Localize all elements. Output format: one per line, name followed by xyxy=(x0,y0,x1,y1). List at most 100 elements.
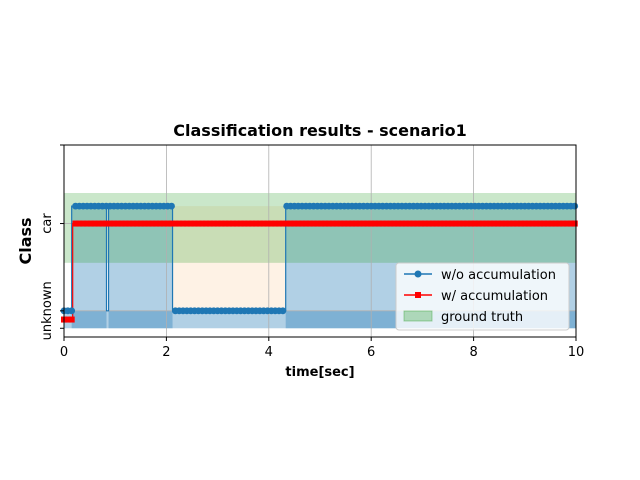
point-w-accumulation xyxy=(383,220,390,227)
point-w-accumulation xyxy=(91,220,98,227)
point-w-accumulation xyxy=(130,220,137,227)
point-w-accumulation xyxy=(310,220,317,227)
point-w-accumulation xyxy=(471,220,478,227)
x-tick-label: 8 xyxy=(469,345,477,360)
chart-title: Classification results - scenario1 xyxy=(173,121,466,140)
point-w-accumulation xyxy=(276,220,283,227)
point-w-accumulation xyxy=(498,220,505,227)
point-w-accumulation xyxy=(295,220,302,227)
legend-label-w-accumulation: w/ accumulation xyxy=(441,289,548,304)
point-w-accumulation xyxy=(206,220,213,227)
point-w-accumulation xyxy=(433,220,440,227)
point-w-accumulation xyxy=(76,220,83,227)
x-axis-label: time[sec] xyxy=(285,365,354,380)
point-w-accumulation xyxy=(510,220,517,227)
point-w-accumulation xyxy=(391,220,398,227)
point-w-accumulation xyxy=(425,220,432,227)
point-w-accumulation xyxy=(233,220,240,227)
point-w-accumulation xyxy=(460,220,467,227)
point-w-accumulation xyxy=(529,220,536,227)
point-w-accumulation xyxy=(229,220,236,227)
point-wo-accumulation xyxy=(279,307,287,315)
point-wo-accumulation xyxy=(68,307,76,315)
point-w-accumulation xyxy=(502,220,509,227)
point-w-accumulation xyxy=(145,220,152,227)
x-tick-label: 6 xyxy=(367,345,375,360)
point-w-accumulation xyxy=(187,220,194,227)
x-tick-label: 4 xyxy=(265,345,273,360)
point-w-accumulation xyxy=(87,220,94,227)
point-w-accumulation xyxy=(356,220,363,227)
point-w-accumulation xyxy=(329,220,336,227)
point-w-accumulation xyxy=(122,220,129,227)
point-w-accumulation xyxy=(64,316,71,323)
point-w-accumulation xyxy=(72,220,79,227)
point-w-accumulation xyxy=(157,220,163,227)
point-w-accumulation xyxy=(268,220,275,227)
point-w-accumulation xyxy=(414,220,421,227)
point-w-accumulation xyxy=(291,220,298,227)
point-w-accumulation xyxy=(544,220,551,227)
point-w-accumulation xyxy=(68,316,75,323)
point-w-accumulation xyxy=(360,220,367,227)
point-w-accumulation xyxy=(306,220,313,227)
point-w-accumulation xyxy=(494,220,501,227)
point-w-accumulation xyxy=(218,220,225,227)
point-w-accumulation xyxy=(375,220,382,227)
point-w-accumulation xyxy=(421,220,428,227)
point-w-accumulation xyxy=(141,220,148,227)
point-w-accumulation xyxy=(260,220,267,227)
point-w-accumulation xyxy=(452,220,459,227)
series-line-wo-accumulation xyxy=(64,205,576,312)
point-w-accumulation xyxy=(314,220,321,227)
point-wo-accumulation xyxy=(571,202,579,210)
point-w-accumulation xyxy=(245,220,252,227)
legend-box xyxy=(395,262,570,331)
point-w-accumulation xyxy=(241,220,248,227)
point-w-accumulation xyxy=(226,220,233,227)
point-w-accumulation xyxy=(395,220,402,227)
point-w-accumulation xyxy=(402,220,409,227)
point-w-accumulation xyxy=(107,220,114,227)
point-w-accumulation xyxy=(237,220,244,227)
point-w-accumulation xyxy=(506,220,513,227)
x-tick-label: 10 xyxy=(568,345,585,360)
point-w-accumulation xyxy=(164,220,171,227)
legend-label-wo-accumulation: w/o accumulation xyxy=(441,268,556,283)
point-w-accumulation xyxy=(445,220,451,227)
point-w-accumulation xyxy=(406,220,413,227)
point-w-accumulation xyxy=(560,220,567,227)
point-w-accumulation xyxy=(345,220,352,227)
point-w-accumulation xyxy=(349,220,355,227)
point-w-accumulation xyxy=(203,220,210,227)
point-w-accumulation xyxy=(571,220,578,227)
point-w-accumulation xyxy=(249,220,256,227)
point-w-accumulation xyxy=(379,220,386,227)
point-w-accumulation xyxy=(199,220,206,227)
point-w-accumulation xyxy=(541,220,547,227)
point-wo-accumulation xyxy=(168,202,175,210)
point-w-accumulation xyxy=(479,220,486,227)
point-w-accumulation xyxy=(114,220,121,227)
point-w-accumulation xyxy=(191,220,198,227)
point-w-accumulation xyxy=(283,220,290,227)
point-w-accumulation xyxy=(325,220,332,227)
point-w-accumulation xyxy=(464,220,471,227)
point-w-accumulation xyxy=(341,220,348,227)
point-w-accumulation xyxy=(364,220,371,227)
point-w-accumulation xyxy=(333,220,340,227)
point-w-accumulation xyxy=(552,220,559,227)
point-w-accumulation xyxy=(525,220,532,227)
point-w-accumulation xyxy=(137,220,144,227)
point-w-accumulation xyxy=(302,220,309,227)
y-tick-label: car xyxy=(40,213,55,234)
point-w-accumulation xyxy=(210,220,217,227)
point-w-accumulation xyxy=(99,220,106,227)
point-w-accumulation xyxy=(183,220,190,227)
legend-marker-wo-accumulation xyxy=(414,270,422,278)
point-w-accumulation xyxy=(483,220,490,227)
y-tick-label: unknown xyxy=(40,281,55,340)
point-w-accumulation xyxy=(322,220,329,227)
point-w-accumulation xyxy=(368,220,375,227)
